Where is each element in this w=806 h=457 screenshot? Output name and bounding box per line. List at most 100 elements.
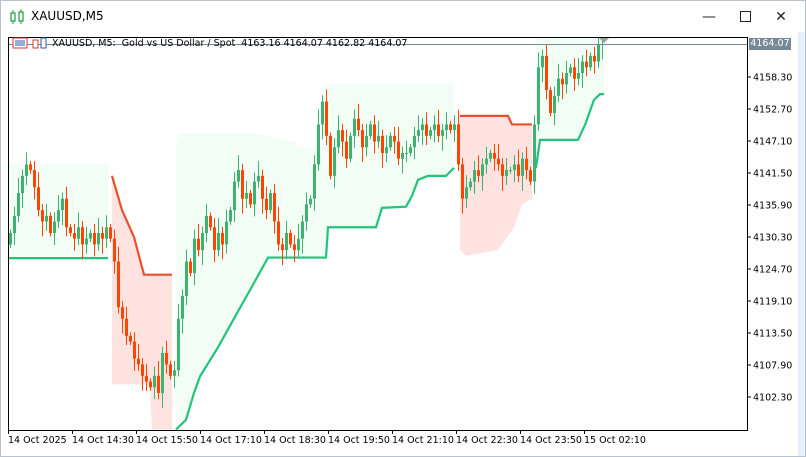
candle-body bbox=[545, 55, 548, 91]
candle-body bbox=[97, 232, 100, 245]
candle bbox=[145, 363, 148, 391]
candle-body bbox=[137, 358, 140, 365]
candle-body bbox=[557, 78, 560, 96]
candle bbox=[585, 49, 588, 77]
candle-body bbox=[377, 135, 380, 142]
candle-body bbox=[225, 221, 228, 245]
candle-body bbox=[181, 295, 184, 319]
candle-body bbox=[297, 238, 300, 251]
candle-body bbox=[405, 152, 408, 154]
candle bbox=[513, 155, 516, 183]
candle-body bbox=[317, 124, 320, 165]
candle bbox=[333, 138, 336, 188]
candle bbox=[173, 360, 176, 388]
candle-body bbox=[9, 232, 12, 245]
candle bbox=[101, 226, 104, 254]
candle bbox=[121, 300, 124, 334]
candle bbox=[161, 346, 164, 408]
candle bbox=[77, 212, 80, 245]
candle bbox=[405, 140, 408, 163]
candle bbox=[541, 49, 544, 83]
candle bbox=[345, 129, 348, 168]
candle bbox=[313, 155, 316, 211]
candle-body bbox=[141, 364, 144, 376]
candle bbox=[85, 226, 88, 254]
candle bbox=[485, 146, 488, 174]
candle bbox=[177, 303, 180, 377]
candle bbox=[397, 126, 400, 165]
candle-body bbox=[53, 221, 56, 233]
candle-body bbox=[237, 170, 240, 182]
candle-body bbox=[537, 67, 540, 125]
candle bbox=[325, 89, 328, 145]
candle-body bbox=[265, 198, 268, 211]
candle-body bbox=[45, 215, 48, 222]
candle bbox=[393, 126, 396, 154]
candle bbox=[21, 169, 24, 208]
chart-shift-marker[interactable] bbox=[598, 37, 610, 43]
candle-body bbox=[13, 215, 16, 233]
candle-body bbox=[461, 164, 464, 199]
time-tick-label: 14 Oct 21:10 bbox=[392, 435, 454, 446]
minimize-button[interactable]: — bbox=[691, 1, 727, 32]
candle-body bbox=[325, 101, 328, 136]
candle-body bbox=[553, 95, 556, 113]
candle bbox=[233, 172, 236, 223]
candle bbox=[341, 123, 344, 157]
candle bbox=[509, 166, 512, 174]
candle bbox=[141, 358, 144, 391]
candle-body bbox=[221, 232, 224, 245]
candle bbox=[453, 115, 456, 143]
maximize-button[interactable] bbox=[727, 1, 763, 32]
window-edge bbox=[798, 32, 805, 456]
candle-body bbox=[229, 210, 232, 222]
candle-body bbox=[177, 318, 180, 371]
candle bbox=[129, 332, 132, 345]
candle bbox=[537, 52, 540, 131]
candle-body bbox=[489, 152, 492, 159]
candle-body bbox=[277, 221, 280, 245]
candle-body bbox=[477, 170, 480, 176]
candle-body bbox=[493, 152, 496, 159]
candle-body bbox=[429, 130, 432, 136]
candle bbox=[549, 86, 552, 117]
candle bbox=[457, 109, 460, 171]
candle-body bbox=[529, 170, 532, 182]
candle bbox=[61, 192, 64, 225]
candle bbox=[197, 223, 200, 257]
indicator-icon[interactable] bbox=[32, 37, 48, 49]
candle bbox=[589, 52, 592, 71]
candle-body bbox=[145, 375, 148, 382]
candle bbox=[41, 203, 44, 237]
candle-body bbox=[249, 192, 252, 205]
candle bbox=[429, 126, 432, 140]
price-tick-label: 4107.90 bbox=[753, 360, 792, 371]
candle-body bbox=[401, 152, 404, 159]
candle-body bbox=[105, 227, 108, 239]
candle-body bbox=[521, 158, 524, 176]
close-button[interactable]: ✕ bbox=[763, 1, 799, 32]
candle-body bbox=[257, 175, 260, 182]
candle bbox=[401, 146, 404, 174]
candle-body bbox=[213, 227, 216, 251]
candle bbox=[257, 160, 260, 188]
candle-body bbox=[193, 238, 196, 273]
candle-body bbox=[469, 181, 472, 188]
candle bbox=[293, 235, 296, 263]
minimize-icon: — bbox=[702, 8, 716, 25]
candle bbox=[217, 218, 220, 257]
candle-body bbox=[337, 130, 340, 148]
candle bbox=[189, 258, 192, 277]
candle bbox=[361, 123, 364, 163]
candle bbox=[573, 58, 576, 91]
price-tick-label: 4141.50 bbox=[753, 168, 792, 179]
candle-body bbox=[217, 232, 220, 251]
candle-body bbox=[169, 364, 172, 376]
candle-body bbox=[165, 352, 168, 365]
price-tick-label: 4102.30 bbox=[753, 392, 792, 403]
candle-body bbox=[21, 175, 24, 193]
list-icon[interactable] bbox=[12, 37, 28, 49]
price-tick-label: 4158.30 bbox=[753, 73, 792, 84]
candle-body bbox=[481, 164, 484, 176]
